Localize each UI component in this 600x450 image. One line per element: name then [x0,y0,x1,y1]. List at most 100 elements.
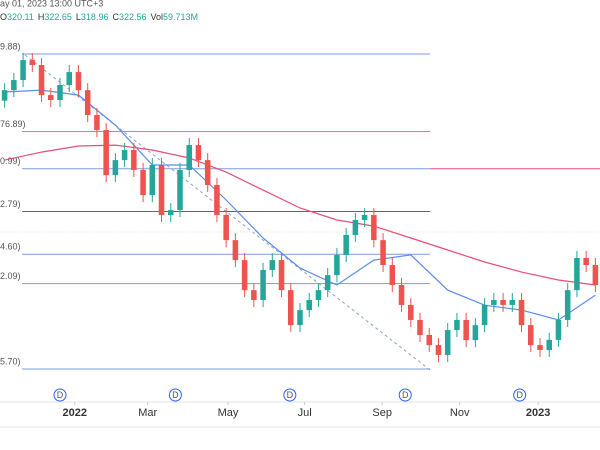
candle-body [454,319,460,331]
candle-body [380,240,386,266]
fib-level-label: 0.99) [0,156,21,166]
candle-body [343,234,349,255]
x-tick-label: 2022 [63,407,87,419]
ohlc-value: 320.11 [7,12,34,22]
candle-body [94,115,100,131]
candle-body [306,300,312,311]
ohlc-label: O [0,12,7,22]
candle-body [11,80,17,91]
trend-line [24,54,431,371]
dividend-marker [168,388,182,402]
candle-body [29,60,36,66]
ohlc-label: Vol [150,12,163,22]
candle-body [398,284,405,305]
candle-body [288,290,294,326]
candle-body [158,165,165,216]
candle-body [149,165,156,196]
candle-body [417,319,423,335]
candle-body [352,219,359,235]
fib-level-label: 9.88) [0,41,21,51]
candle-body [435,345,442,355]
candle-body [472,325,479,341]
candle-body [500,300,506,305]
candle-body [38,65,45,96]
candle-body [592,265,599,285]
x-tick-label: 2023 [526,407,550,419]
moving-average [4,144,596,286]
header-datetime: ay 01, 2023 13:00 UTC+3 [0,0,103,8]
candle-body [84,90,91,116]
candle-body [260,269,266,300]
candle-body [546,339,552,350]
candle-body [324,275,331,291]
candle-body [177,169,183,211]
fib-level-label: 2.79) [0,199,21,209]
candle-body [297,310,303,326]
candle-body [583,257,589,266]
dividend-marker [513,388,527,402]
candle-body [1,90,8,101]
candle-body [121,150,128,161]
candle-body [241,260,248,291]
ohlc-label: C [112,12,119,22]
moving-average [4,89,596,321]
x-tick-label: May [218,407,239,419]
candle-body [509,300,516,305]
candle-body [204,160,211,185]
candle-body [444,330,451,355]
dividend-label: D [287,390,294,400]
ohlc-label: L [76,12,81,22]
candle-body [537,345,543,350]
x-tick-label: Nov [450,407,470,419]
dividend-marker [398,388,412,402]
candle-body [555,319,562,340]
candle-body [214,184,220,216]
fib-level-label: 4.60) [0,242,21,252]
candle-body [186,145,192,170]
dividend-label: D [57,390,64,400]
dividend-label: D [402,390,409,400]
fib-level-label: 76.89) [0,119,26,129]
candle-body [48,95,54,100]
candle-body [389,265,396,285]
x-tick-label: Sep [372,407,392,419]
candle-body [518,300,525,326]
x-tick-label: Mar [138,407,157,419]
ohlc-value: 59.713M [163,12,198,22]
candle-body [269,260,276,270]
candle-body [195,145,202,161]
candle-body [131,150,137,170]
fib-level-label: 5.70) [0,356,21,366]
ohlc-label: H [38,12,45,22]
candle-body [463,319,469,341]
candle-body [334,254,340,276]
candle-body [251,290,257,300]
candle-body [66,72,72,85]
candle-body [57,84,63,100]
candle-body [168,210,174,216]
x-tick-label: Jul [298,407,312,419]
candle-body [574,257,580,291]
header-ohlc: O320.11 H322.65 L318.96 C322.56 Vol59.713M [0,12,198,22]
candle-body [408,304,414,320]
candle-body [315,290,322,300]
candle-body [75,72,82,91]
candle-body [140,169,146,196]
ohlc-value: 322.56 [119,12,147,22]
dividend-label: D [172,390,179,400]
candle-body [371,215,377,241]
dividend-marker [53,388,67,402]
candle-body [112,160,119,176]
ohlc-value: 318.96 [81,12,109,22]
candle-body [426,334,432,346]
candle-body [491,300,497,305]
candle-body [528,325,534,346]
fib-level-label: 2.09) [0,271,21,281]
candle-body [223,215,229,241]
dividend-label: D [516,390,523,400]
candle-body [20,60,26,81]
candle-body [361,215,368,220]
ohlc-value: 322.65 [44,12,72,22]
